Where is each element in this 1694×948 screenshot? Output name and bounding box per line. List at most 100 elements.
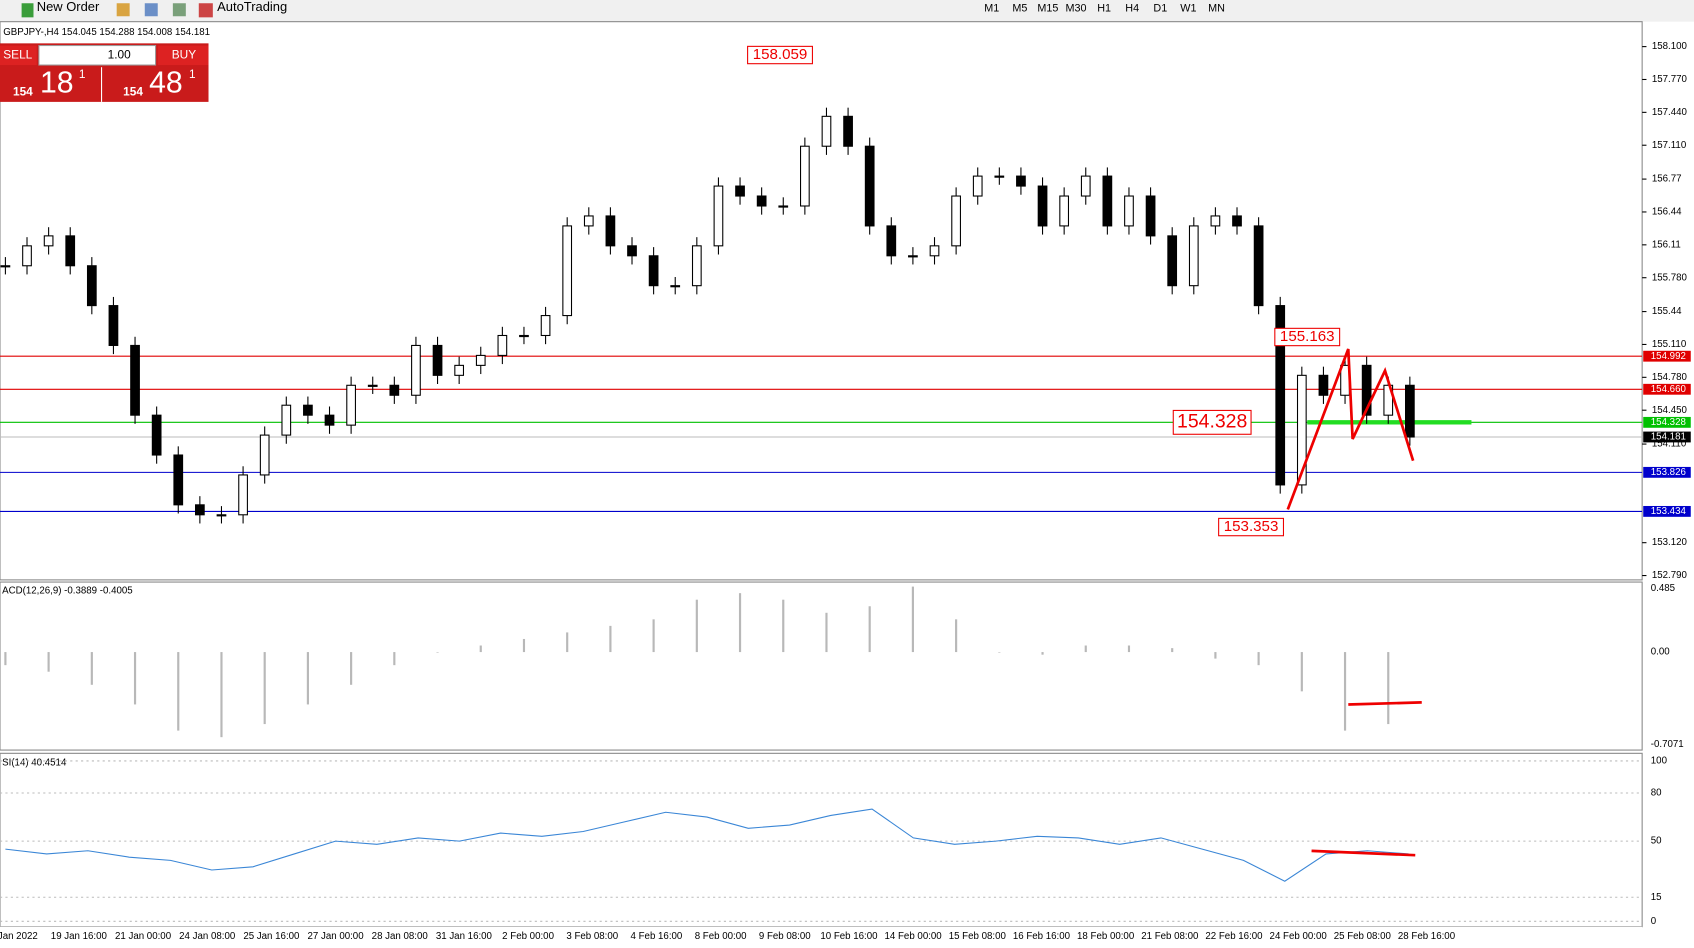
candle (475, 354, 486, 366)
buy-label[interactable]: BUY (172, 47, 196, 61)
tool-icon[interactable] (116, 3, 130, 17)
candle (583, 215, 594, 227)
candle (22, 245, 32, 267)
rsi-tick-label: 50 (1651, 836, 1662, 847)
candle (1232, 215, 1242, 227)
tool-icon[interactable] (172, 3, 186, 17)
candle (1318, 374, 1329, 396)
date-label: 14 Feb 00:00 (885, 931, 943, 942)
candle (216, 514, 227, 517)
candle (1188, 225, 1199, 287)
level-tag (1643, 505, 1691, 517)
candle (151, 414, 162, 456)
macd-bar (652, 619, 655, 653)
timeframe[interactable]: H1 (1097, 3, 1111, 15)
macd-bar (133, 652, 137, 705)
date-label: 24 Feb 00:00 (1270, 931, 1328, 942)
candle (432, 344, 443, 376)
rsi-tick-label: 80 (1651, 788, 1662, 799)
date-label: 27 Jan 00:00 (308, 931, 365, 942)
macd-tick-label: 0.485 (1651, 583, 1675, 594)
timeframe[interactable]: M1 (984, 3, 999, 15)
price-tick-label: 157.770 (1652, 74, 1688, 85)
candle (1253, 225, 1264, 307)
symbol-info: GBPJPY-,H4 154.045 154.288 154.008 154.1… (3, 27, 210, 38)
timeframe[interactable]: D1 (1153, 3, 1167, 15)
date-label: 25 Feb 08:00 (1334, 931, 1392, 942)
candle (1210, 215, 1221, 227)
candle (1275, 305, 1286, 486)
level-tag (1643, 350, 1691, 362)
price-label: 153.353 (1224, 518, 1279, 535)
price-tick-label: 154.450 (1652, 405, 1688, 416)
candle (324, 414, 335, 426)
rsi-tick-label: 100 (1651, 755, 1668, 766)
candle (259, 434, 270, 476)
candle (1405, 384, 1415, 438)
trade-panel (0, 43, 209, 102)
macd-bar (306, 652, 309, 705)
rsi-line (5, 808, 1409, 882)
candle (691, 245, 702, 287)
candle (540, 315, 551, 337)
candle (756, 195, 767, 207)
candle (454, 364, 465, 376)
macd-bar (220, 652, 223, 738)
sell-button[interactable] (0, 45, 37, 66)
buy-button[interactable] (157, 45, 209, 66)
timeframe[interactable]: M30 (1066, 3, 1087, 15)
buy-sup: 1 (189, 67, 196, 81)
lots[interactable]: 1.00 (108, 47, 131, 61)
candle (908, 255, 918, 258)
price-tick-label: 156.44 (1652, 207, 1682, 218)
candle (238, 474, 248, 516)
candle (1167, 235, 1178, 287)
macd-tick-label: -0.7071 (1651, 739, 1684, 750)
macd-bar (350, 652, 353, 685)
timeframe[interactable]: MN (1208, 3, 1225, 15)
candle (108, 305, 119, 346)
candle (281, 404, 292, 436)
new-order[interactable]: New Order (37, 0, 100, 14)
date-label: 3 Feb 08:00 (566, 931, 618, 942)
new-order-icon[interactable] (21, 3, 34, 18)
sell-label[interactable]: SELL (3, 47, 32, 61)
candle (173, 454, 184, 506)
auto-trading-icon[interactable] (198, 3, 213, 18)
tool-icon[interactable] (144, 3, 158, 17)
timeframe[interactable]: W1 (1180, 3, 1196, 15)
candle (130, 344, 140, 416)
candle (843, 115, 853, 147)
level-tag (1643, 383, 1691, 395)
macd-bar (1041, 652, 1044, 655)
macd-bar (1257, 652, 1260, 666)
level-tag (1643, 431, 1691, 443)
timeframe[interactable]: M5 (1012, 3, 1027, 15)
auto-trading[interactable]: AutoTrading (217, 0, 287, 14)
candle (929, 245, 940, 257)
candle (497, 334, 508, 356)
main-chart (0, 21, 1643, 581)
level-tag (1643, 466, 1691, 478)
sell-sup: 1 (79, 67, 86, 81)
macd-bar (566, 632, 569, 653)
sell-prefix: 154 (13, 84, 33, 98)
macd-bar (825, 612, 828, 653)
candle (1145, 195, 1156, 237)
macd-bar (1084, 645, 1087, 653)
price-tick-label: 158.100 (1652, 41, 1688, 52)
date-label: 18 Feb 00:00 (1077, 931, 1135, 942)
price-tick-label: 157.110 (1652, 140, 1687, 151)
macd-bar (955, 619, 958, 653)
level-label: 154.181 (1651, 432, 1686, 443)
date-axis (0, 926, 1643, 943)
timeframe[interactable]: M15 (1037, 3, 1058, 15)
date-label: 16 Feb 16:00 (1013, 931, 1071, 942)
timeframe[interactable]: H4 (1125, 3, 1139, 15)
macd-bar (177, 652, 180, 731)
date-label: 19 Jan 16:00 (51, 931, 108, 942)
macd-bar (782, 599, 785, 653)
price-tick-label: 154.110 (1652, 439, 1687, 450)
candle (670, 285, 681, 288)
price-label: 154.328 (1177, 410, 1247, 432)
